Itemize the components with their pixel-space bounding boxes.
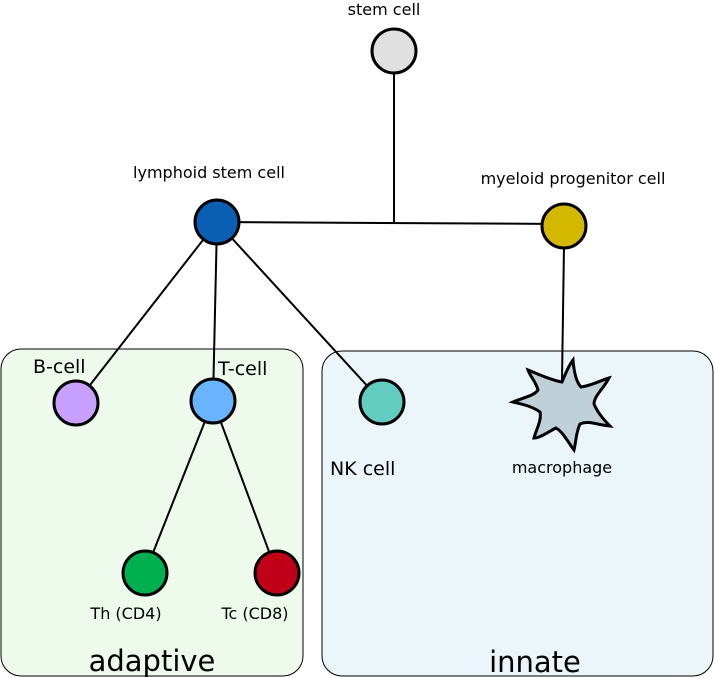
edge-lymphoid-bcell (75, 221, 218, 404)
edge-lymphoid-tcell (212, 221, 218, 402)
tc-cd8-node (253, 549, 301, 597)
edge-myeloid-macrophage (561, 245, 565, 381)
edge-lymphoid-myeloid (216, 221, 565, 225)
lymphoid-stem-cell-label: lymphoid stem cell (133, 163, 285, 182)
t-cell-node (189, 377, 237, 425)
macrophage-node (508, 355, 614, 454)
stem-cell-node (370, 27, 418, 75)
t-cell-label: T-cell (217, 358, 267, 380)
b-cell-label: B-cell (33, 356, 86, 378)
innate-region (321, 350, 714, 677)
macrophage-label: macrophage (512, 458, 612, 477)
edge-tcell-tc (212, 400, 278, 574)
nk-cell-node (358, 378, 406, 426)
edge-lymphoid-nkcell (216, 221, 383, 403)
myeloid-progenitor-cell-label: myeloid progenitor cell (481, 169, 666, 188)
tc-cd8-label: Tc (CD8) (220, 604, 288, 623)
stem-cell-label: stem cell (348, 0, 421, 19)
adaptive-region (0, 348, 304, 677)
nk-cell-label: NK cell (330, 458, 395, 480)
edge-tcell-th (144, 400, 214, 574)
myeloid-progenitor-cell-node (540, 202, 588, 250)
adaptive-region-label: adaptive (89, 644, 216, 678)
innate-region-label: innate (489, 645, 581, 678)
b-cell-node (52, 379, 100, 427)
th-cd4-node (121, 549, 169, 597)
th-cd4-label: Th (CD4) (89, 604, 161, 623)
lymphoid-stem-cell-node (193, 198, 241, 246)
